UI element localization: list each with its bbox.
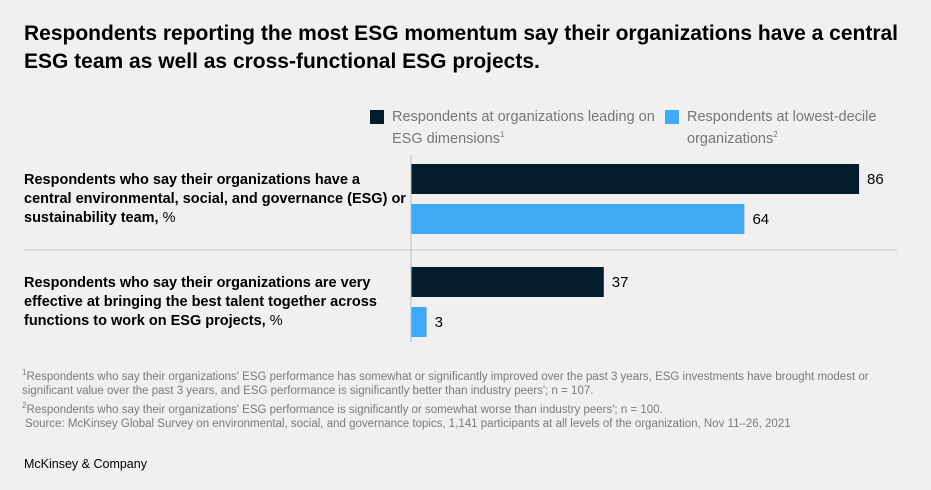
bar-lowest-0 bbox=[411, 204, 745, 234]
footnote-1: 1Respondents who say their organizations… bbox=[22, 368, 869, 398]
legend-item-leading: Respondents at organizations leading on … bbox=[370, 108, 670, 148]
legend-swatch-leading bbox=[370, 110, 384, 124]
legend-item-lowest: Respondents at lowest-decile organizatio… bbox=[665, 108, 905, 148]
bar-leading-1 bbox=[411, 267, 604, 297]
bar-leading-0 bbox=[411, 164, 860, 194]
bar-lowest-1 bbox=[411, 307, 427, 337]
category-label-cross-functional: Respondents who say their organizations … bbox=[24, 275, 377, 329]
data-label-leading-0: 86 bbox=[867, 171, 884, 188]
legend-label-lowest: Respondents at lowest-decile organizatio… bbox=[687, 109, 877, 147]
legend-swatch-lowest bbox=[665, 110, 679, 124]
footnote-2: 2Respondents who say their organizations… bbox=[22, 400, 663, 416]
legend-label-leading: Respondents at organizations leading on … bbox=[392, 109, 655, 147]
data-label-leading-1: 37 bbox=[612, 274, 629, 291]
data-label-lowest-0: 64 bbox=[752, 211, 769, 228]
category-label-central-team: Respondents who say their organizations … bbox=[24, 172, 406, 226]
chart-title: Respondents reporting the most ESG momen… bbox=[24, 22, 899, 73]
brand-logo-text: McKinsey & Company bbox=[24, 457, 147, 471]
footnotes: 1Respondents who say their organizations… bbox=[22, 366, 922, 432]
source-note: Source: McKinsey Global Survey on enviro… bbox=[25, 418, 791, 431]
data-label-lowest-1: 3 bbox=[435, 314, 443, 331]
